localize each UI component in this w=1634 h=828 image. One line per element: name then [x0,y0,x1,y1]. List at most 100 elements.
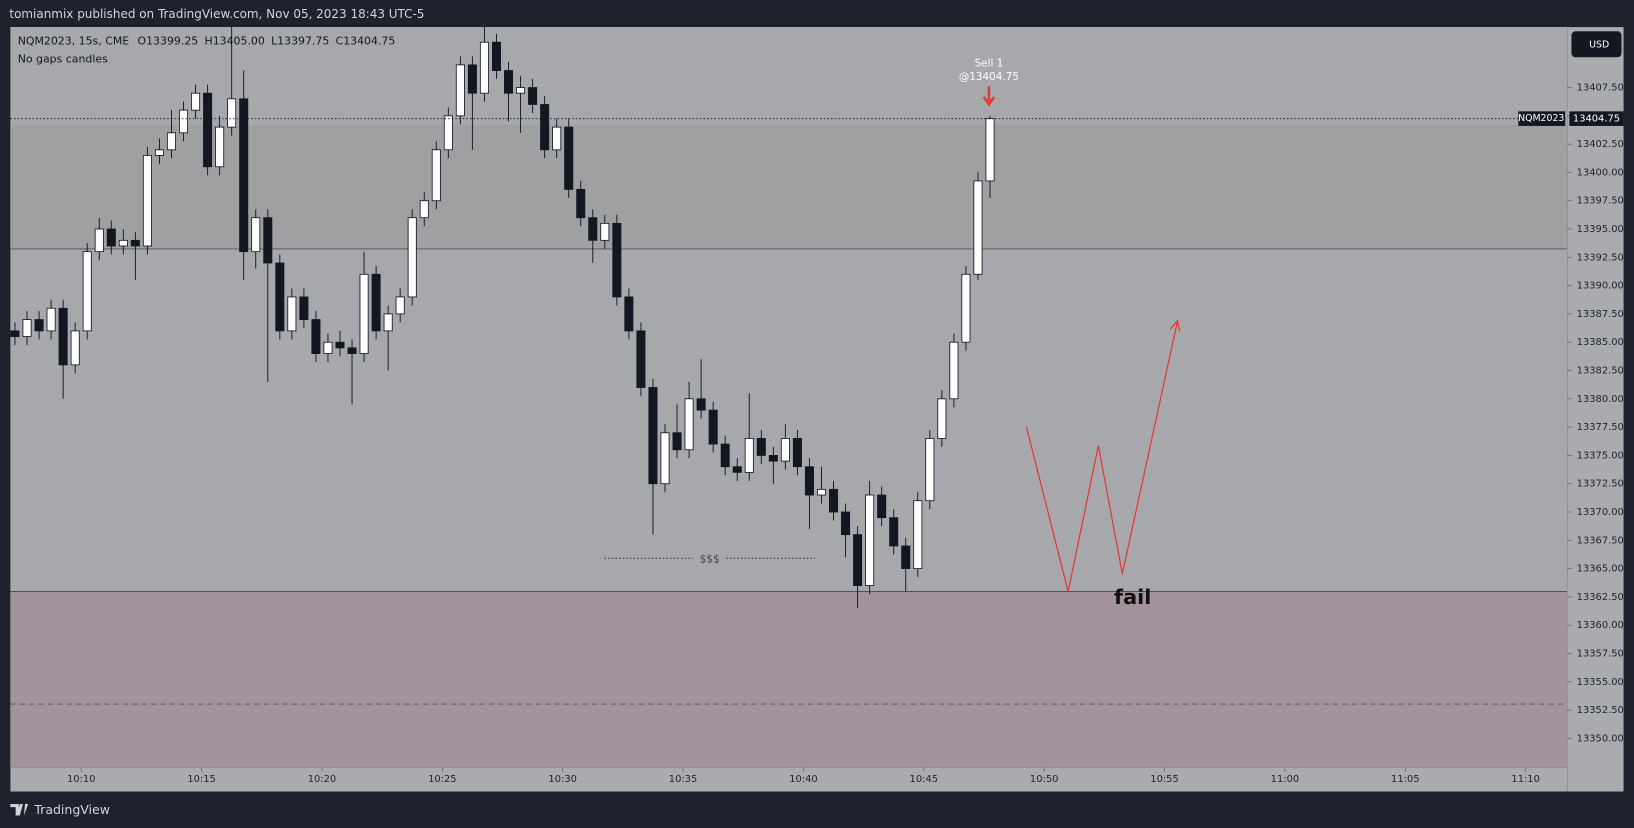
brand: TradingView [33,802,110,817]
y-tick-label: 13365.00 [1577,564,1624,575]
candle-body [70,330,80,366]
y-tick-label: 13380.00 [1577,394,1624,405]
x-tick-label: 10:40 [789,774,817,785]
y-tick-label: 13385.00 [1577,337,1624,348]
w-projection [1025,320,1179,592]
candle-body [816,488,826,496]
candle-body [10,330,20,337]
y-tick-label: 13382.50 [1577,366,1624,377]
y-tick-label: 13402.50 [1577,139,1624,150]
candle-body [407,217,417,298]
candles [10,25,995,609]
symbol-tag-label: NQM2023 [1518,113,1564,124]
candle-body [227,98,237,128]
fail-label: fail [1114,585,1151,609]
x-tick-label: 10:10 [67,774,95,785]
x-tick-label: 10:20 [308,774,336,785]
currency-button[interactable] [1571,31,1622,58]
y-tick-label: 13400.00 [1577,167,1624,178]
sell-label: Sell 1 [975,58,1004,70]
y-tick-label: 13360.00 [1577,620,1624,631]
candle-body [82,251,92,332]
y-tick-label: 13387.50 [1577,309,1624,320]
candle-body [853,534,863,586]
legend-symbol: NQM2023, 15s, CME [18,35,130,48]
candle-body [154,149,164,156]
candle-body [985,118,995,182]
candle-body [636,330,646,388]
legend-note: No gaps candles [18,52,108,65]
candle-body [34,319,44,332]
y-tick-label: 13375.00 [1577,450,1624,461]
candle-body [359,273,369,354]
legend-open: O13399.25 [138,35,199,48]
legend-close: C13404.75 [336,35,396,48]
candle-body [383,313,393,332]
candle-body [323,341,333,354]
y-tick-label: 13370.00 [1577,507,1624,518]
candle-body [371,273,381,332]
candle-body [479,41,489,94]
candle-body [166,132,176,151]
candle-body [191,92,201,111]
arrow-head [1169,319,1181,332]
y-tick-label: 13397.50 [1577,196,1624,207]
candle-body [179,109,189,134]
candle-body [973,180,983,275]
demand-zone [10,591,1568,768]
x-tick-label: 10:35 [669,774,697,785]
candle-body [672,432,682,451]
candle-body [504,70,514,94]
x-tick-label: 10:15 [187,774,215,785]
candle-body [335,341,345,349]
candle-body [251,217,261,253]
y-tick-label: 13367.50 [1577,535,1624,546]
y-tick-label: 13377.50 [1577,422,1624,433]
price-tag [1569,111,1624,126]
currency-label[interactable]: USD [1589,39,1609,50]
candle-body [768,454,778,462]
x-tick-label: 10:55 [1150,774,1178,785]
candle-body [106,228,116,247]
liquidity-label: $$$ [700,553,720,565]
y-tick-label: 13372.50 [1577,479,1624,490]
candle-body [491,41,501,71]
x-tick-label: 10:45 [910,774,938,785]
legend-low: L13397.75 [271,35,329,48]
candle-body [263,217,273,264]
y-tick-label: 13390.00 [1577,281,1624,292]
candle-body [287,296,297,332]
y-tick-label: 13352.50 [1577,705,1624,716]
candle-body [275,262,285,332]
candle-body [877,494,887,519]
y-tick-label: 13357.50 [1577,648,1624,659]
candle-body [395,296,405,315]
x-tick-label: 10:30 [548,774,576,785]
candle-body [239,98,249,253]
brand-logo [10,804,29,816]
candle-body [58,307,68,366]
y-tick-label: 13392.50 [1577,252,1624,263]
publish-header: tomianmix published on TradingView.com, … [9,7,424,21]
y-tick-label: 13407.50 [1577,83,1624,94]
candle-body [756,438,766,456]
candle-body [118,239,128,247]
candle-body [660,432,670,485]
candle-body [46,307,56,332]
x-tick-label: 10:25 [428,774,456,785]
candle-body [792,438,802,468]
candle-body [94,228,104,253]
y-tick-label: 13395.00 [1577,224,1624,235]
candle-body [684,398,694,451]
legend: NQM2023, 15s, CME O13399.25 H13405.00 L1339… [18,35,396,48]
candle-body [841,511,851,536]
candle-body [829,488,839,513]
candle-body [744,438,754,473]
candle-body [961,273,971,343]
candle-body [624,296,634,332]
candle-body [142,155,152,247]
candle-body [600,222,610,241]
candle-body [552,126,562,151]
candle-body [431,149,441,202]
